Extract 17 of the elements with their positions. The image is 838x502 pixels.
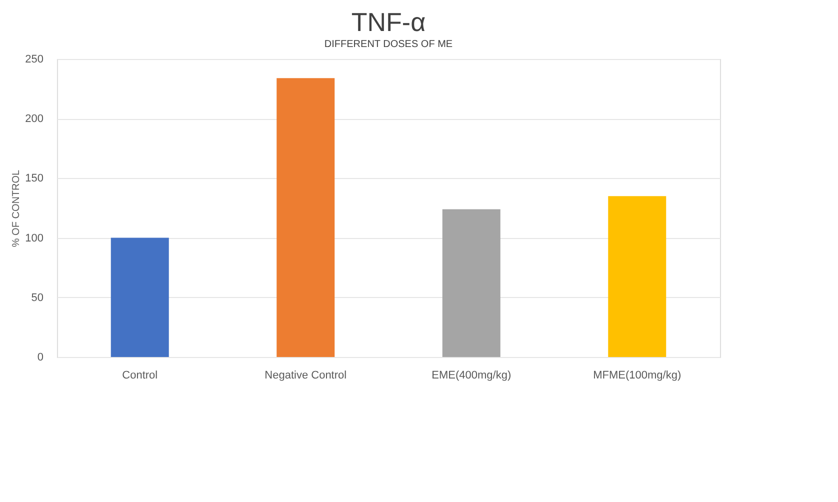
y-tick-label: 0: [37, 352, 44, 364]
chart-title: TNF-α: [351, 7, 426, 37]
y-tick-label: 100: [25, 232, 44, 244]
x-tick-label: Control: [122, 370, 158, 382]
y-tick-label: 200: [25, 113, 44, 126]
y-axis-title: % OF CONTROL: [11, 169, 22, 248]
y-tick-label: 250: [25, 54, 44, 66]
bar: [442, 209, 500, 357]
bar: [608, 196, 666, 357]
x-tick-label: MFME(100mg/kg): [593, 370, 682, 382]
bar: [276, 78, 335, 357]
chart-subtitle: DIFFERENT DOSES OF ME: [324, 39, 453, 50]
x-tick-label: Negative Control: [264, 370, 347, 382]
bar: [110, 238, 169, 357]
y-tick-label: 150: [25, 172, 44, 185]
y-tick-label: 50: [31, 292, 44, 304]
x-tick-label: EME(400mg/kg): [432, 370, 512, 382]
